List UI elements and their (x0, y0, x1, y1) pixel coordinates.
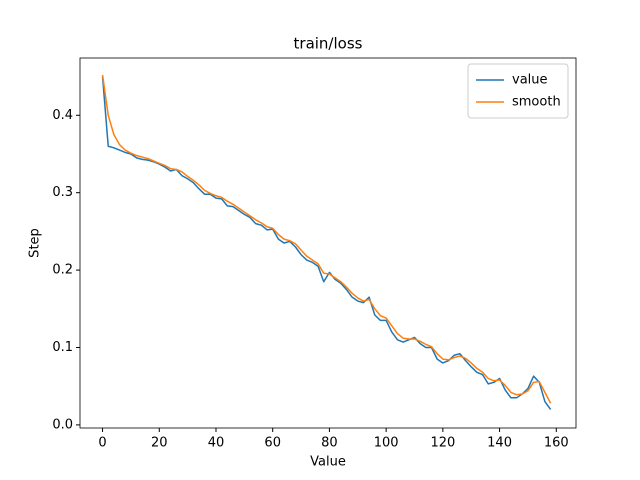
x-axis-label: Value (310, 455, 346, 470)
x-tick-label: 160 (544, 436, 569, 451)
x-tick-label: 0 (98, 436, 106, 451)
y-tick-label: 0.4 (52, 108, 73, 123)
y-tick-label: 0.3 (52, 185, 73, 200)
chart-title: train/loss (294, 35, 363, 53)
x-tick-label: 80 (321, 436, 338, 451)
x-tick-label: 100 (374, 436, 399, 451)
x-tick-label: 140 (487, 436, 512, 451)
y-tick-label: 0.2 (52, 263, 73, 278)
x-tick-label: 120 (430, 436, 455, 451)
legend-label: value (512, 73, 548, 88)
y-axis-label: Step (28, 228, 43, 258)
legend-box (467, 63, 569, 119)
legend-label: smooth (512, 95, 561, 110)
y-tick-label: 0.0 (52, 417, 73, 432)
line-series (101, 74, 552, 404)
x-tick-label: 40 (208, 436, 225, 451)
x-tick-label: 20 (151, 436, 168, 451)
y-tick-label: 0.1 (52, 340, 73, 355)
x-tick-label: 60 (264, 436, 281, 451)
plot-frame (79, 57, 577, 429)
